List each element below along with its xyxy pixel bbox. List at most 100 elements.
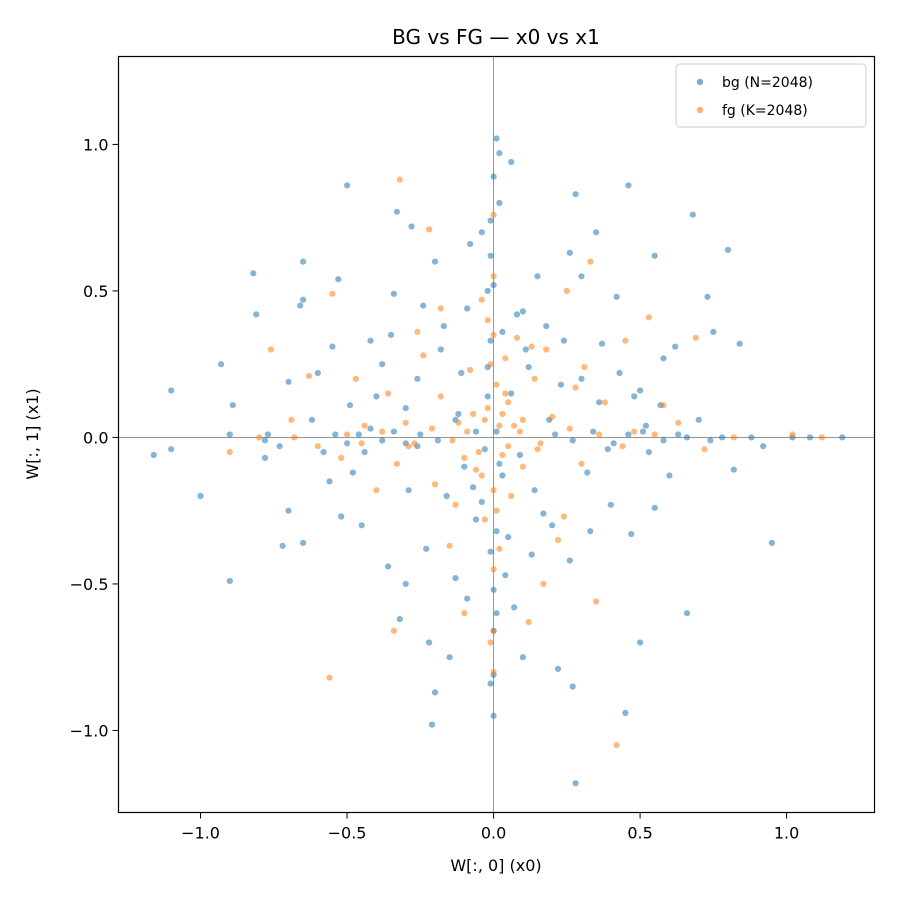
data-point (566, 249, 573, 256)
data-point (651, 431, 658, 438)
data-point (490, 282, 497, 289)
data-point (490, 273, 497, 280)
data-point (379, 428, 386, 435)
data-point (434, 437, 441, 444)
data-point (261, 437, 269, 444)
data-point (596, 399, 603, 406)
data-point (604, 446, 611, 453)
legend-box (675, 63, 867, 128)
data-point (628, 531, 635, 538)
data-point (639, 428, 647, 435)
data-point (543, 323, 550, 330)
data-point (637, 639, 644, 646)
data-point (505, 534, 512, 541)
data-point (572, 384, 579, 391)
data-point (490, 566, 497, 573)
data-point (525, 364, 532, 371)
data-point (467, 366, 474, 374)
data-point (300, 258, 307, 265)
data-point (552, 431, 559, 438)
data-point (493, 428, 500, 435)
data-point (587, 528, 594, 535)
y-axis-label: W[:, 1] (x1) (23, 388, 42, 479)
data-point (490, 331, 497, 338)
data-point (508, 158, 515, 166)
data-point (335, 276, 342, 283)
data-point (675, 431, 682, 438)
data-point (405, 487, 412, 494)
data-point (226, 577, 233, 585)
x-axis-label: W[:, 0] (x0) (450, 856, 541, 875)
data-point (578, 273, 585, 280)
data-point (806, 434, 814, 441)
data-point (226, 431, 233, 438)
data-point (437, 393, 444, 400)
data-point (631, 428, 638, 435)
data-point (569, 683, 576, 690)
data-point (420, 302, 427, 309)
data-point (537, 440, 544, 447)
x-tick-label: 1.0 (774, 824, 799, 843)
data-point (490, 712, 497, 719)
data-point (431, 258, 439, 265)
data-point (402, 580, 409, 588)
y-axis: −1.0 −0.5 0.0 0.5 1.0 (70, 135, 119, 740)
data-point (505, 443, 512, 450)
data-point (704, 293, 711, 300)
data-point (411, 440, 418, 447)
data-point (496, 199, 503, 207)
data-point (379, 437, 386, 444)
data-point (338, 454, 345, 461)
legend-marker-bg (696, 78, 704, 86)
data-point (390, 290, 397, 297)
data-point (423, 545, 430, 552)
data-point (760, 443, 767, 450)
data-point (458, 369, 465, 377)
data-point (525, 618, 532, 626)
data-point (329, 343, 336, 350)
data-point (338, 513, 345, 520)
data-point (499, 451, 506, 459)
data-point (660, 402, 667, 409)
data-point (692, 334, 699, 341)
data-point (672, 343, 679, 350)
data-point (358, 440, 365, 447)
data-point (300, 296, 307, 303)
data-point (768, 539, 776, 547)
data-point (613, 293, 620, 300)
data-point (499, 472, 506, 479)
data-point (437, 305, 444, 312)
data-point (300, 539, 307, 547)
data-point (285, 378, 292, 385)
data-point (619, 443, 626, 450)
x-axis: −1.0 −0.5 0.0 0.5 1.0 (181, 812, 799, 843)
data-point (490, 627, 497, 634)
data-point (519, 654, 527, 661)
data-point (496, 422, 503, 429)
data-point (616, 369, 623, 377)
data-point (610, 440, 617, 447)
data-point (637, 387, 644, 394)
data-point (387, 331, 395, 338)
data-point (470, 484, 477, 491)
data-point (590, 428, 597, 435)
data-point (487, 548, 494, 555)
data-point (393, 460, 400, 467)
data-point (426, 639, 433, 646)
data-point (264, 431, 271, 438)
data-point (487, 252, 494, 259)
data-point (326, 674, 333, 681)
data-point (297, 302, 304, 309)
data-point (598, 340, 606, 347)
data-point (578, 460, 585, 467)
data-point (534, 273, 541, 280)
data-point (475, 449, 482, 456)
data-point (379, 361, 386, 368)
data-point (543, 346, 550, 353)
data-point (593, 229, 600, 236)
data-point (531, 487, 538, 494)
data-point (352, 375, 359, 382)
data-point (566, 557, 573, 564)
data-point (344, 431, 351, 438)
data-point (478, 498, 485, 505)
